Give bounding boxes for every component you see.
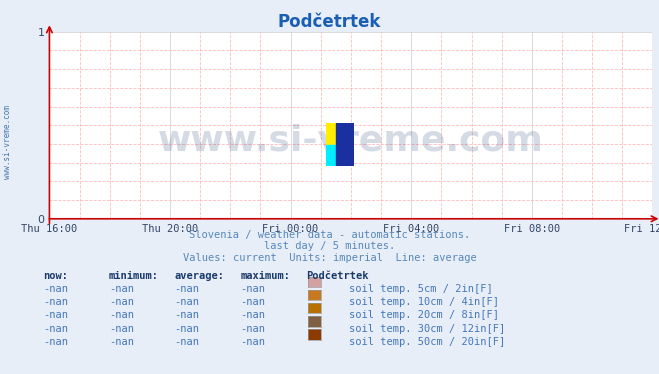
Text: -nan: -nan <box>241 284 266 294</box>
Text: -nan: -nan <box>43 284 68 294</box>
Text: now:: now: <box>43 271 68 281</box>
Text: -nan: -nan <box>43 324 68 334</box>
Text: www.si-vreme.com: www.si-vreme.com <box>3 105 13 179</box>
Text: -nan: -nan <box>43 310 68 321</box>
Text: -nan: -nan <box>175 284 200 294</box>
Text: -nan: -nan <box>109 297 134 307</box>
Polygon shape <box>326 123 354 145</box>
Text: -nan: -nan <box>43 297 68 307</box>
Text: maximum:: maximum: <box>241 271 291 281</box>
Text: Podčetrtek: Podčetrtek <box>306 271 369 281</box>
Text: -nan: -nan <box>109 310 134 321</box>
Polygon shape <box>326 123 354 145</box>
Text: last day / 5 minutes.: last day / 5 minutes. <box>264 241 395 251</box>
Text: -nan: -nan <box>241 310 266 321</box>
Text: -nan: -nan <box>175 297 200 307</box>
Text: -nan: -nan <box>241 324 266 334</box>
Text: -nan: -nan <box>175 337 200 347</box>
Text: soil temp. 50cm / 20in[F]: soil temp. 50cm / 20in[F] <box>349 337 505 347</box>
Text: soil temp. 5cm / 2in[F]: soil temp. 5cm / 2in[F] <box>349 284 493 294</box>
Text: soil temp. 30cm / 12in[F]: soil temp. 30cm / 12in[F] <box>349 324 505 334</box>
Text: -nan: -nan <box>241 297 266 307</box>
Polygon shape <box>336 123 354 166</box>
Text: minimum:: minimum: <box>109 271 159 281</box>
Text: soil temp. 10cm / 4in[F]: soil temp. 10cm / 4in[F] <box>349 297 500 307</box>
Text: www.si-vreme.com: www.si-vreme.com <box>158 123 544 157</box>
Text: -nan: -nan <box>109 324 134 334</box>
Text: -nan: -nan <box>175 324 200 334</box>
Text: -nan: -nan <box>241 337 266 347</box>
Text: Podčetrtek: Podčetrtek <box>278 13 381 31</box>
Text: -nan: -nan <box>43 337 68 347</box>
Text: Slovenia / weather data - automatic stations.: Slovenia / weather data - automatic stat… <box>189 230 470 240</box>
Text: average:: average: <box>175 271 225 281</box>
Text: soil temp. 20cm / 8in[F]: soil temp. 20cm / 8in[F] <box>349 310 500 321</box>
Text: -nan: -nan <box>109 284 134 294</box>
Text: -nan: -nan <box>175 310 200 321</box>
Text: Values: current  Units: imperial  Line: average: Values: current Units: imperial Line: av… <box>183 253 476 263</box>
Text: -nan: -nan <box>109 337 134 347</box>
Polygon shape <box>326 145 354 166</box>
